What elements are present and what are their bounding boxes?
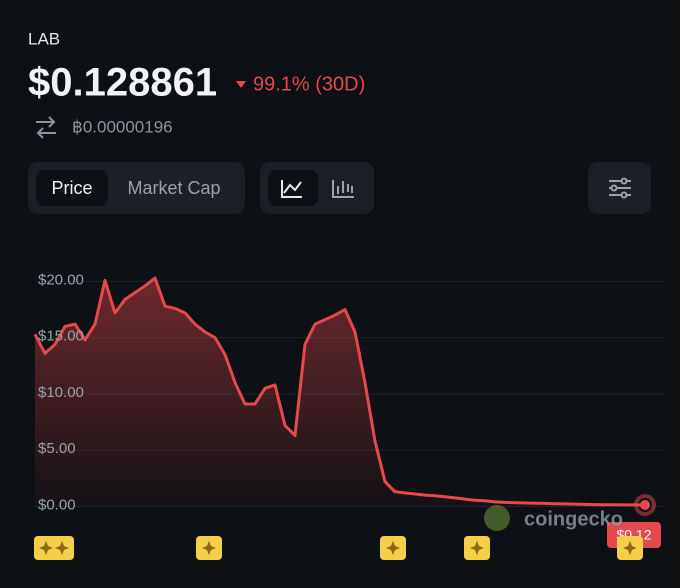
watermark-logo: [484, 505, 510, 531]
y-tick-label: $5.00: [38, 440, 76, 457]
event-star: [202, 541, 216, 555]
event-star: [470, 541, 484, 555]
current-point-dot: [640, 500, 650, 511]
tab[interactable]: Market Cap: [127, 178, 220, 198]
area: [35, 278, 645, 507]
y-tick-label: $20.00: [38, 271, 84, 288]
chart: $0.00$5.00$10.00$15.00$20.00$0.12: [33, 271, 665, 548]
y-tick-label: $15.00: [38, 328, 84, 345]
change: 99.1% (30D): [253, 73, 365, 95]
y-tick-label: $10.00: [38, 384, 84, 401]
event-markers: [34, 536, 643, 560]
event-star: [55, 541, 69, 555]
swap-icon: [36, 116, 56, 139]
filter-icon: [609, 177, 631, 199]
btc-price: ฿0.00000196: [72, 117, 173, 136]
price-line: [33, 276, 646, 507]
event-star: [623, 541, 637, 555]
candle-button[interactable]: [332, 180, 354, 198]
line-icon: [281, 180, 302, 198]
event-marker: [34, 536, 74, 560]
y-tick-label: $0.00: [38, 496, 76, 513]
event-star: [39, 541, 53, 555]
price: $0.128861: [28, 61, 217, 105]
tab[interactable]: Price: [51, 178, 92, 198]
event-star: [386, 541, 400, 555]
current-point: [634, 494, 656, 517]
down-arrow: [236, 81, 246, 88]
watermark: coingecko: [524, 508, 623, 530]
tab-selected: [36, 170, 108, 206]
symbol: LAB: [28, 29, 60, 48]
